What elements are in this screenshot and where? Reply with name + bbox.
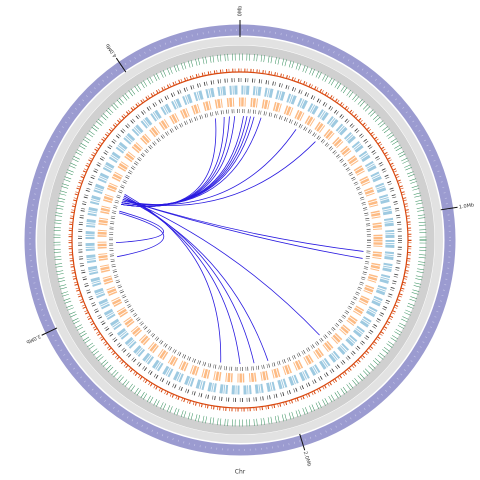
link [121,117,262,206]
tick-label: 0Mb [238,6,244,17]
link [122,141,316,207]
grey-ring [45,45,435,435]
tick-label: 4.0Mb [105,42,119,58]
grey-ring [37,37,443,443]
tick-label: 1.0Mb [458,202,474,210]
link [123,197,320,336]
minor-ticks [29,29,451,451]
major-tick [41,327,58,336]
tick-label: 2.0Mb [302,451,312,468]
link [121,116,230,207]
link [117,212,165,258]
link [123,195,241,365]
link [123,197,269,361]
reverse-genes [97,97,383,383]
link [124,194,222,363]
major-tick [115,57,127,73]
feature-track [109,109,371,371]
skew-baseline [71,71,409,409]
skew-track [68,68,412,412]
tick-label: 3.0Mb [25,333,42,345]
axis-label: Chr [235,469,246,476]
link [122,129,297,206]
gc-track [53,53,427,427]
gene-track [78,78,402,402]
rings [24,24,456,456]
major-tick [440,206,458,211]
forward-genes [85,85,395,395]
link [116,210,164,244]
major-tick [299,433,306,451]
link [122,198,363,259]
